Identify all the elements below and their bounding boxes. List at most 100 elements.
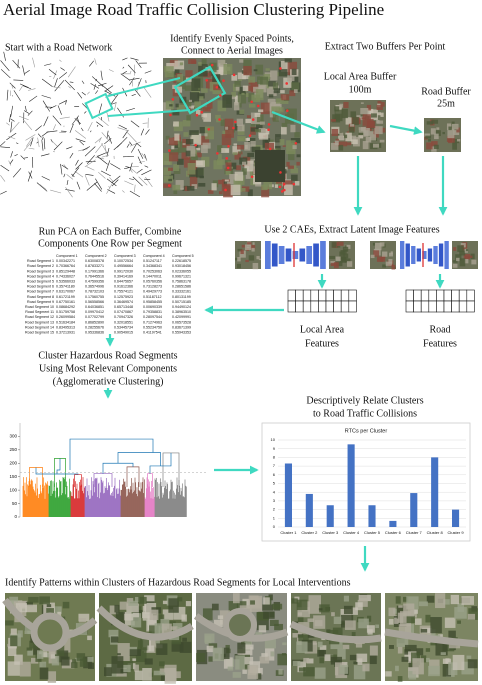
step-label: Using Most Relevant Components xyxy=(39,363,177,374)
table-cell: 0.80131199 xyxy=(172,295,191,299)
image-texture xyxy=(280,94,290,101)
image-texture xyxy=(197,87,201,91)
image-texture xyxy=(403,603,415,617)
image-texture xyxy=(117,653,121,656)
image-texture xyxy=(250,600,255,605)
image-texture xyxy=(238,79,243,81)
image-texture xyxy=(351,632,356,638)
image-texture xyxy=(140,638,150,651)
image-texture xyxy=(227,162,237,170)
image-texture xyxy=(373,250,380,257)
image-texture xyxy=(284,58,292,63)
image-texture xyxy=(250,112,261,124)
road xyxy=(49,105,57,109)
image-texture xyxy=(467,613,476,620)
table-cell: 0.28651586 xyxy=(172,285,191,289)
road xyxy=(74,171,84,178)
table-cell: 0.51759758 xyxy=(56,310,75,314)
road xyxy=(0,164,10,172)
road xyxy=(13,90,21,101)
image-texture xyxy=(339,136,345,141)
point xyxy=(233,120,237,124)
image-texture xyxy=(291,68,297,76)
image-texture xyxy=(398,624,411,633)
image-texture xyxy=(245,259,249,263)
image-texture xyxy=(218,179,224,185)
image-texture xyxy=(265,648,275,661)
y-tick-label: 300 xyxy=(9,434,17,439)
road xyxy=(66,174,74,180)
road xyxy=(136,81,140,93)
table-cell: 0.90549015 xyxy=(114,330,133,334)
image-texture xyxy=(287,61,298,76)
image-texture xyxy=(442,663,452,677)
table-cell: 0.06573528 xyxy=(172,320,191,324)
image-texture xyxy=(149,624,159,635)
road xyxy=(3,51,6,61)
image-texture xyxy=(403,615,415,624)
y-tick-label: 5 xyxy=(273,481,276,486)
road xyxy=(60,163,63,175)
image-texture xyxy=(330,261,335,264)
image-texture xyxy=(335,256,341,261)
image-texture xyxy=(259,76,269,85)
image-texture xyxy=(219,65,226,72)
feature-cell xyxy=(295,300,304,313)
link xyxy=(117,452,161,466)
image-texture xyxy=(289,90,296,97)
table-cell: 0.95858455 xyxy=(143,300,162,304)
image-texture xyxy=(232,593,240,604)
image-texture xyxy=(220,119,226,127)
image-texture xyxy=(135,596,140,603)
image-texture xyxy=(46,604,52,608)
table-cell: 0.63008378 xyxy=(85,259,104,263)
point xyxy=(279,67,282,70)
bar xyxy=(410,493,418,527)
image-texture xyxy=(174,60,185,70)
image-texture xyxy=(130,613,142,628)
image-texture xyxy=(244,244,252,251)
image-texture xyxy=(154,623,165,638)
y-tick-label: 8 xyxy=(273,454,276,459)
road xyxy=(53,141,63,151)
image-texture xyxy=(115,612,125,626)
point xyxy=(218,118,221,121)
image-texture xyxy=(382,251,388,257)
road xyxy=(127,64,136,74)
image-texture xyxy=(280,126,287,135)
feature-cell xyxy=(340,300,350,313)
table-cell: 0.75574121 xyxy=(114,290,133,294)
image-texture xyxy=(174,143,179,148)
image-texture xyxy=(217,154,222,160)
image-texture xyxy=(317,641,323,648)
image-texture xyxy=(349,126,355,133)
table-cell: 0.51634184 xyxy=(56,320,75,324)
image-texture xyxy=(114,604,120,613)
image-texture xyxy=(366,104,372,111)
feature-cell xyxy=(302,289,312,302)
y-tick-label: 3 xyxy=(273,498,276,503)
image-texture xyxy=(237,642,246,654)
image-texture xyxy=(221,647,230,660)
feature-cell xyxy=(302,300,312,313)
point xyxy=(250,175,254,179)
step-label: 25m xyxy=(437,98,455,109)
link xyxy=(162,452,180,487)
table-cell: 0.64475657 xyxy=(114,279,133,283)
road xyxy=(123,167,131,170)
image-texture xyxy=(172,184,181,191)
image-texture xyxy=(394,617,399,624)
image-texture xyxy=(39,667,49,680)
road xyxy=(145,176,153,187)
road xyxy=(90,130,92,133)
image-texture xyxy=(457,620,461,624)
image-texture xyxy=(420,628,428,633)
image-texture xyxy=(198,62,202,66)
image-texture xyxy=(389,252,393,257)
image-texture xyxy=(350,124,355,127)
road xyxy=(30,137,34,147)
image-texture xyxy=(461,596,475,605)
y-tick-label: 2 xyxy=(273,507,276,512)
x-tick-label: Cluster 8 xyxy=(427,530,444,535)
image-texture xyxy=(163,167,172,175)
